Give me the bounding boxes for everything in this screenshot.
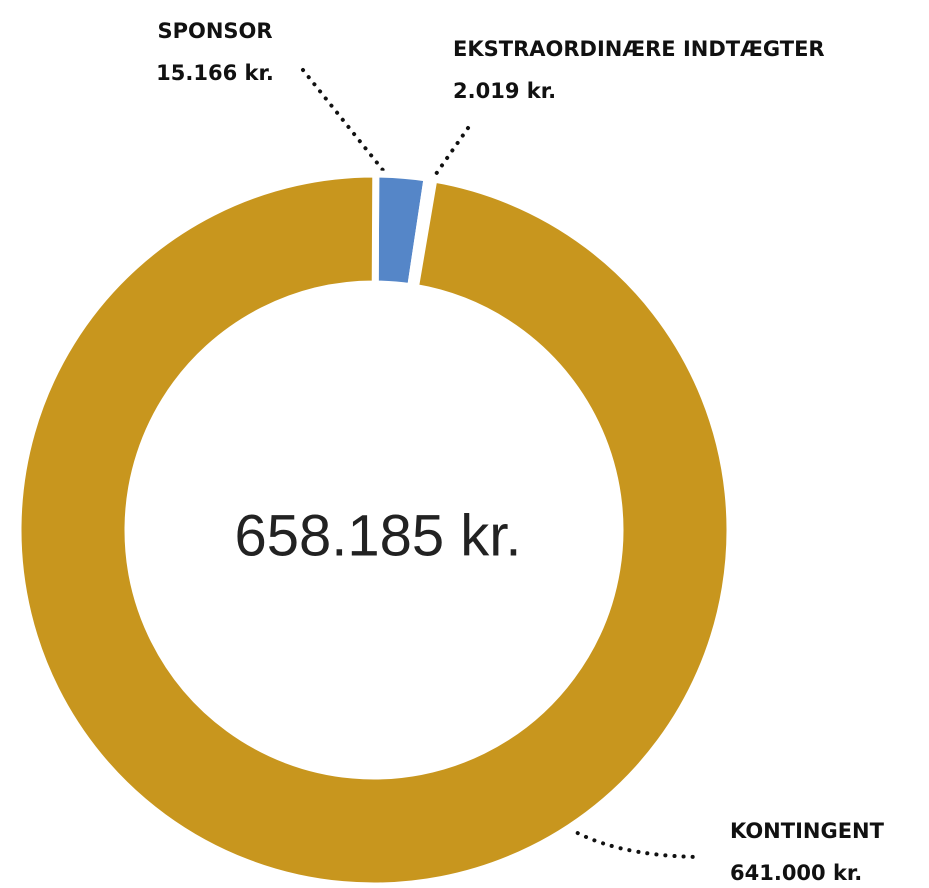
leader-line <box>301 68 388 176</box>
value-label: 15.166 kr. <box>156 61 274 85</box>
category-label: SPONSOR <box>157 19 272 43</box>
center-total: 658.185 kr. <box>235 503 522 568</box>
slices <box>14 170 734 888</box>
category-label: EKSTRAORDINÆRE INDTÆGTER <box>453 37 825 61</box>
leader-line <box>560 822 702 859</box>
leader-line <box>427 126 470 186</box>
donut-slice <box>14 170 734 888</box>
value-label: 2.019 kr. <box>453 79 556 103</box>
value-label: 641.000 kr. <box>730 861 862 885</box>
category-label: KONTINGENT <box>730 819 885 843</box>
